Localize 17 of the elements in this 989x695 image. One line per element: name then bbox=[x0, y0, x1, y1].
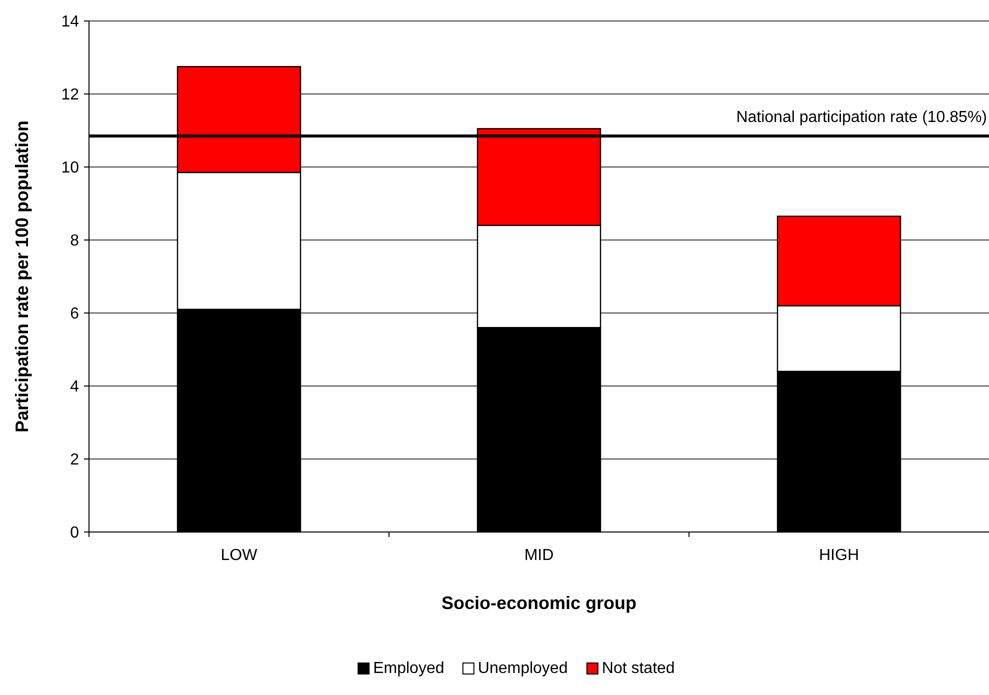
y-tick-label: 0 bbox=[70, 524, 80, 542]
x-tick-label: MID bbox=[524, 547, 554, 564]
y-tick-label: 4 bbox=[70, 378, 80, 396]
x-tick-label: HIGH bbox=[819, 547, 859, 564]
legend-label: Not stated bbox=[602, 660, 675, 677]
y-tick-label: 8 bbox=[70, 232, 80, 250]
x-tick-label: LOW bbox=[220, 547, 258, 564]
y-tick-label: 12 bbox=[61, 86, 80, 104]
x-axis-title: Socio-economic group bbox=[441, 593, 637, 613]
y-tick-label: 10 bbox=[61, 160, 80, 177]
y-tick-label: 2 bbox=[70, 452, 80, 469]
y-tick-label: 14 bbox=[61, 14, 80, 31]
y-tick-label: 6 bbox=[70, 306, 80, 323]
legend-label: Employed bbox=[373, 660, 444, 677]
ref-line-label: National participation rate (10.85%) bbox=[736, 108, 987, 126]
y-axis-title: Participation rate per 100 population bbox=[12, 120, 32, 433]
legend-label: Unemployed bbox=[478, 660, 568, 677]
